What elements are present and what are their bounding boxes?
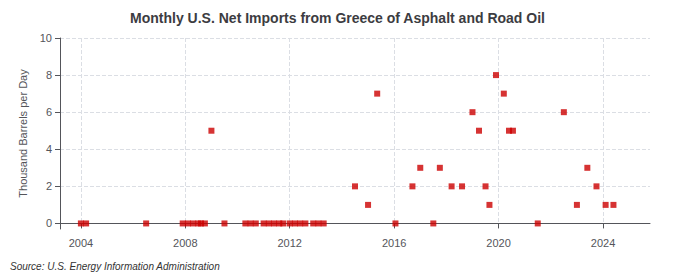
svg-text:0: 0 [46, 217, 52, 229]
svg-text:Source: U.S. Energy Informatio: Source: U.S. Energy Information Administ… [10, 261, 220, 272]
svg-text:2004: 2004 [69, 237, 93, 249]
svg-text:4: 4 [46, 143, 52, 155]
svg-text:2: 2 [46, 180, 52, 192]
svg-text:2024: 2024 [591, 237, 615, 249]
svg-text:8: 8 [46, 69, 52, 81]
svg-text:10: 10 [40, 32, 52, 44]
svg-text:Monthly U.S. Net Imports from: Monthly U.S. Net Imports from Greece of … [130, 10, 545, 26]
svg-text:2008: 2008 [173, 237, 197, 249]
svg-text:2016: 2016 [382, 237, 406, 249]
svg-text:2020: 2020 [486, 237, 510, 249]
svg-text:6: 6 [46, 106, 52, 118]
svg-text:Thousand Barrels per Day: Thousand Barrels per Day [17, 69, 29, 198]
svg-text:2012: 2012 [277, 237, 301, 249]
